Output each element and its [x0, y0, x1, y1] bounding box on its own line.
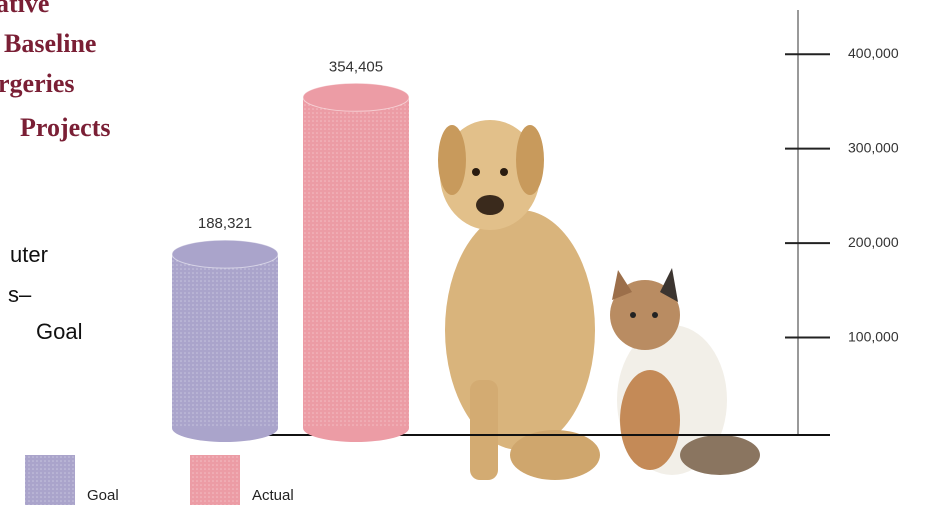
legend-swatch-texture: [25, 455, 75, 505]
legend-swatch-texture: [190, 455, 240, 505]
legend-label: Goal: [87, 487, 119, 504]
legend-label: Actual: [252, 487, 294, 504]
bar-texture: [172, 254, 278, 428]
y-tick-label: 400,000: [848, 45, 899, 61]
y-tick-label: 300,000: [848, 139, 899, 155]
value-label: 354,405: [329, 58, 383, 75]
annotation-line: uter: [10, 242, 48, 267]
bar-cap: [171, 239, 279, 269]
title-line: rgeries: [0, 69, 75, 98]
title-line: Baseline: [4, 29, 96, 58]
title-line: Projects: [20, 113, 110, 142]
y-tick-label: 100,000: [848, 328, 899, 344]
value-label: 188,321: [198, 215, 252, 232]
bar-texture: [303, 97, 409, 428]
annotation-line: Goal: [36, 319, 82, 344]
y-tick-label: 200,000: [848, 234, 899, 250]
pets-illustration: [438, 120, 760, 480]
bar-cap: [302, 82, 410, 112]
title-line: ative: [0, 0, 49, 18]
annotation-line: s–: [8, 282, 32, 307]
